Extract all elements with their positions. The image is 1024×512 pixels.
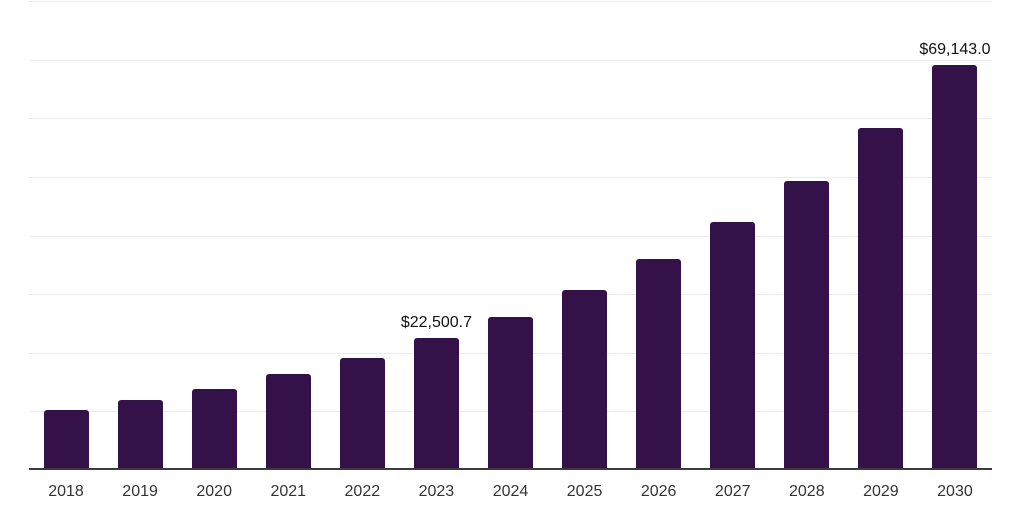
- gridline: [29, 176, 992, 178]
- x-tick-label-2028: 2028: [789, 483, 825, 500]
- x-axis-line: [29, 468, 992, 470]
- gridline: [29, 118, 992, 120]
- x-tick-label-2021: 2021: [270, 483, 307, 500]
- bar-2019: [117, 399, 163, 470]
- bar-2022: [339, 357, 385, 470]
- x-axis-tick-labels: 2018 2019 2020 2021 2022 2023 2024 2025 2026 2027…: [29, 479, 992, 503]
- bar-2026: [636, 258, 682, 470]
- x-tick-label-2027: 2027: [714, 483, 751, 500]
- bar-2023: [413, 338, 459, 470]
- bar-2018: [43, 409, 89, 470]
- x-tick-label-2025: 2025: [566, 483, 603, 500]
- plot-area: $22,500.7 $69,143.0: [29, 0, 992, 470]
- gridline: [29, 1, 992, 2]
- x-tick-label-2022: 2022: [344, 483, 381, 500]
- bar-2030: [932, 64, 978, 470]
- bar-value-label-2023: $22,500.7: [400, 314, 473, 332]
- bar-2029: [858, 128, 904, 470]
- x-tick-label-2023: 2023: [418, 483, 455, 500]
- x-tick-label-2018: 2018: [48, 483, 84, 500]
- x-tick-label-2029: 2029: [863, 483, 899, 500]
- bar-2025: [562, 289, 608, 470]
- bar-2028: [784, 180, 830, 470]
- gridline: [29, 294, 992, 296]
- gridline: [29, 59, 992, 61]
- bar-2024: [488, 317, 533, 470]
- bar-2027: [710, 222, 756, 470]
- x-tick-label-2019: 2019: [122, 483, 158, 500]
- bar-2021: [265, 373, 311, 470]
- gridline: [29, 235, 992, 237]
- bar-2020: [191, 389, 237, 470]
- x-tick-label-2024: 2024: [492, 483, 529, 500]
- bar-value-label-2030: $69,143.0: [919, 40, 991, 58]
- x-tick-label-2030: 2030: [937, 483, 973, 500]
- x-tick-label-2020: 2020: [196, 483, 232, 500]
- x-tick-label-2026: 2026: [640, 483, 677, 500]
